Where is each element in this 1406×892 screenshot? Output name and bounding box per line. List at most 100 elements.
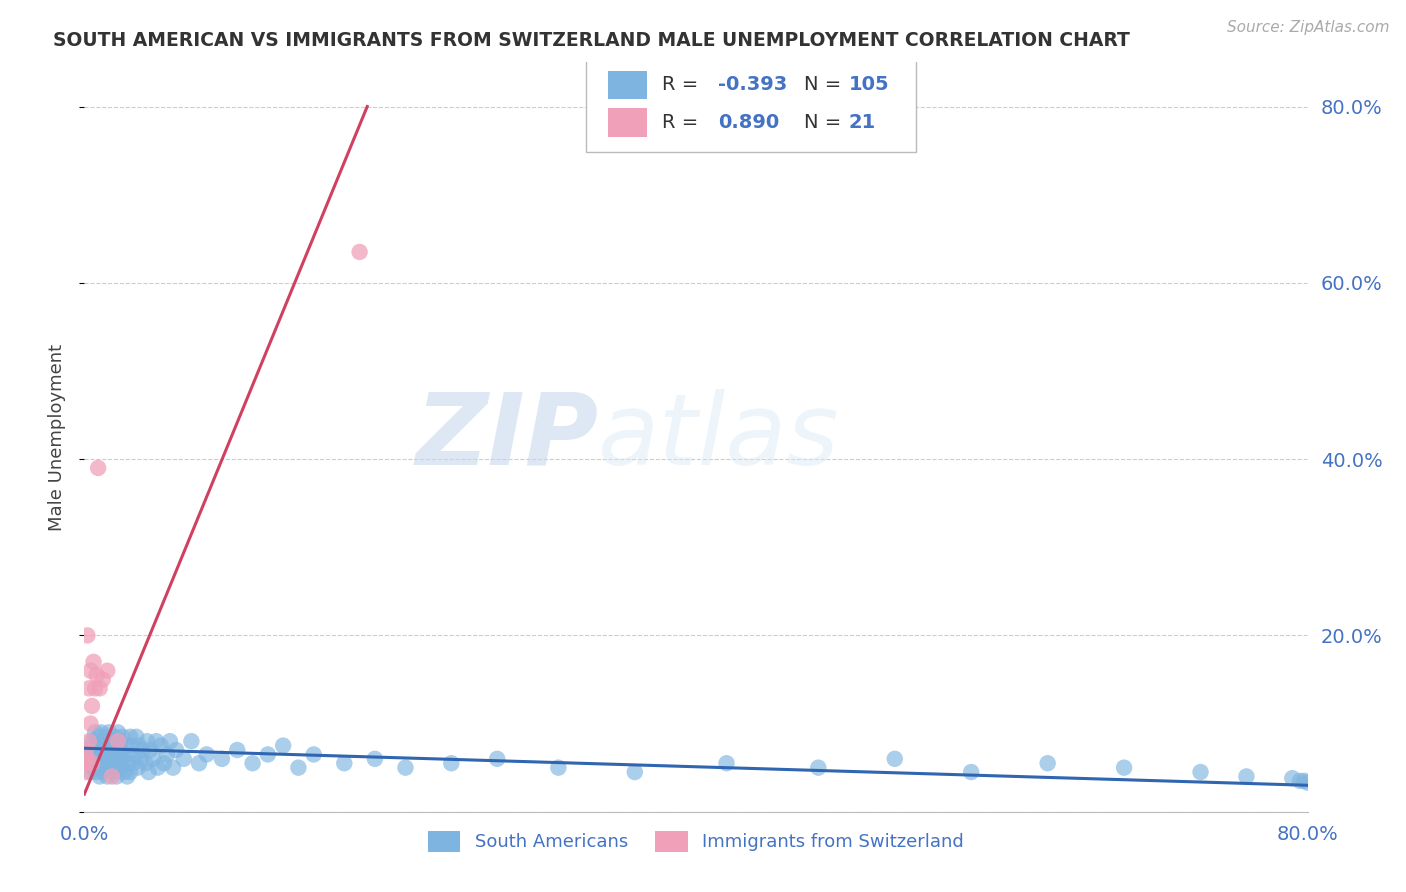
Point bbox=[112, 765, 135, 780]
Point bbox=[86, 765, 108, 780]
Point bbox=[1296, 775, 1319, 789]
Point bbox=[90, 725, 112, 739]
Text: 105: 105 bbox=[849, 76, 890, 95]
Point bbox=[486, 752, 509, 766]
Point bbox=[107, 725, 129, 739]
Point bbox=[91, 756, 114, 771]
Point bbox=[165, 743, 187, 757]
Point bbox=[349, 244, 371, 259]
Point bbox=[195, 747, 218, 762]
Point bbox=[87, 752, 110, 766]
Point bbox=[93, 743, 115, 757]
Point bbox=[271, 739, 294, 753]
Point bbox=[97, 747, 120, 762]
Point bbox=[104, 765, 127, 780]
Point bbox=[624, 765, 647, 780]
Point bbox=[87, 461, 110, 475]
Legend: South Americans, Immigrants from Switzerland: South Americans, Immigrants from Switzer… bbox=[420, 823, 972, 859]
Point bbox=[76, 752, 98, 766]
Point bbox=[107, 747, 129, 762]
Point bbox=[107, 734, 129, 748]
Point bbox=[883, 752, 905, 766]
Point bbox=[77, 756, 100, 771]
Point bbox=[80, 698, 103, 713]
Point bbox=[302, 747, 325, 762]
Point bbox=[110, 743, 132, 757]
Point bbox=[173, 752, 195, 766]
Point bbox=[98, 756, 121, 771]
Point bbox=[96, 664, 118, 678]
Point bbox=[97, 725, 120, 739]
Point bbox=[145, 734, 167, 748]
Point bbox=[110, 761, 132, 775]
Point bbox=[364, 752, 387, 766]
Point bbox=[79, 716, 101, 731]
Point bbox=[127, 761, 149, 775]
Point bbox=[103, 752, 125, 766]
Point bbox=[1236, 769, 1258, 783]
Point bbox=[115, 769, 138, 783]
Point bbox=[111, 730, 134, 744]
Point bbox=[86, 743, 108, 757]
Point bbox=[226, 743, 249, 757]
Point bbox=[75, 765, 97, 780]
Point bbox=[188, 756, 211, 771]
Point bbox=[75, 743, 97, 757]
Point bbox=[84, 681, 107, 696]
Point bbox=[105, 739, 128, 753]
Point bbox=[257, 747, 280, 762]
Point bbox=[90, 747, 112, 762]
Point bbox=[1294, 773, 1316, 788]
Point bbox=[1289, 773, 1312, 788]
Point bbox=[333, 756, 356, 771]
Point bbox=[91, 765, 114, 780]
Point bbox=[146, 761, 169, 775]
Point bbox=[89, 739, 111, 753]
Point bbox=[94, 761, 117, 775]
Point bbox=[960, 765, 983, 780]
Point bbox=[94, 730, 117, 744]
Point bbox=[104, 730, 127, 744]
Text: R =: R = bbox=[662, 113, 704, 132]
Point bbox=[1114, 761, 1136, 775]
Point bbox=[394, 761, 416, 775]
Point bbox=[108, 756, 131, 771]
Point bbox=[83, 655, 105, 669]
Point bbox=[84, 725, 107, 739]
Point bbox=[120, 730, 142, 744]
Point bbox=[86, 668, 108, 682]
Point bbox=[101, 743, 124, 757]
Point bbox=[79, 664, 101, 678]
Point bbox=[79, 743, 101, 757]
Point bbox=[547, 761, 569, 775]
Point bbox=[96, 769, 118, 783]
Text: Source: ZipAtlas.com: Source: ZipAtlas.com bbox=[1226, 20, 1389, 35]
Point bbox=[807, 761, 830, 775]
Point bbox=[80, 756, 103, 771]
Text: N =: N = bbox=[804, 113, 841, 132]
Point bbox=[129, 752, 152, 766]
Point bbox=[211, 752, 233, 766]
Point bbox=[114, 739, 136, 753]
Text: 0.890: 0.890 bbox=[718, 113, 779, 132]
Point bbox=[79, 765, 101, 780]
Point bbox=[136, 734, 159, 748]
Point bbox=[91, 734, 114, 748]
Y-axis label: Male Unemployment: Male Unemployment bbox=[48, 343, 66, 531]
Point bbox=[115, 747, 138, 762]
Text: R =: R = bbox=[662, 76, 704, 95]
Point bbox=[120, 765, 142, 780]
Point bbox=[108, 734, 131, 748]
FancyBboxPatch shape bbox=[586, 59, 917, 153]
Point bbox=[121, 739, 143, 753]
Point bbox=[1189, 765, 1212, 780]
Point bbox=[139, 743, 162, 757]
Point bbox=[96, 739, 118, 753]
Point bbox=[149, 739, 172, 753]
Point bbox=[287, 761, 309, 775]
Point bbox=[180, 734, 202, 748]
Point bbox=[125, 730, 148, 744]
Point bbox=[77, 681, 100, 696]
Point bbox=[242, 756, 264, 771]
Point bbox=[89, 769, 111, 783]
